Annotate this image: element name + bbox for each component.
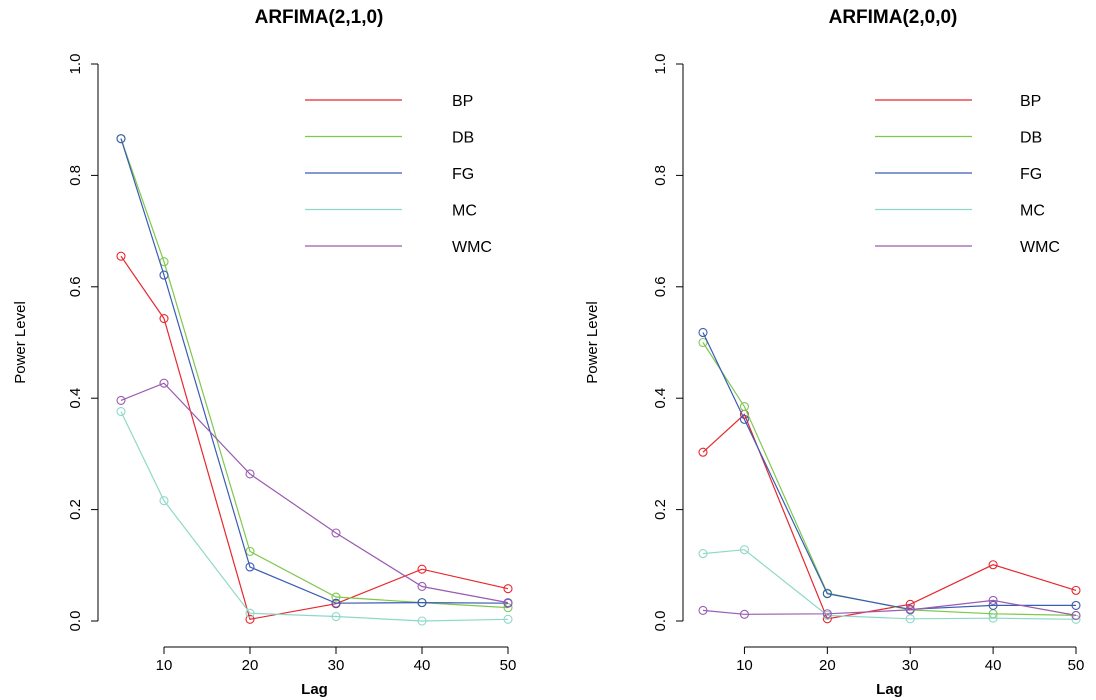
series-line-wmc	[702, 599, 1077, 616]
y-axis-label: Power Level	[584, 301, 601, 384]
data-point-mc	[988, 613, 998, 623]
data-point-fg	[739, 414, 749, 424]
x-tick-label: 50	[1068, 657, 1085, 674]
data-point-wmc	[1071, 610, 1081, 620]
panel-arfima-200: ARFIMA(2,0,0) 0.0 0.2 0.4 0.6 0.8 1.0 10 20 30 40 5…	[584, 7, 1084, 698]
data-point-bp	[698, 447, 708, 457]
data-point-wmc	[905, 605, 915, 615]
y-tick-label: 0.6	[652, 276, 669, 297]
data-point-bp	[905, 599, 915, 609]
series-line-bp	[120, 255, 509, 620]
legend-label-db: DB	[452, 130, 474, 147]
y-tick-label: 0.6	[67, 276, 84, 297]
data-point-fg	[159, 270, 169, 280]
data-point-wmc	[159, 378, 169, 388]
data-point-wmc	[822, 609, 832, 619]
data-point-fg	[1071, 600, 1081, 610]
data-point-fg	[988, 600, 998, 610]
y-tick-label: 0.4	[652, 388, 669, 409]
data-point-wmc	[331, 528, 341, 538]
series-line-fg	[120, 138, 509, 604]
x-tick-label: 10	[736, 657, 753, 674]
data-point-db	[331, 592, 341, 602]
data-point-bp	[245, 614, 255, 624]
legend-label-fg: FG	[452, 166, 474, 183]
y-tick-label: 1.0	[652, 54, 669, 75]
series-line-db	[120, 138, 509, 609]
data-point-wmc	[116, 395, 126, 405]
data-point-fg	[116, 134, 126, 144]
data-point-fg	[822, 589, 832, 599]
data-point-wmc	[739, 609, 749, 619]
data-point-fg	[245, 562, 255, 572]
data-point-db	[698, 337, 708, 348]
data-point-mc	[905, 614, 915, 624]
series-line-db	[702, 342, 1077, 616]
data-point-mc	[116, 407, 126, 417]
data-point-bp	[159, 313, 169, 324]
legend-label-wmc: WMC	[452, 239, 492, 256]
legend-label-mc: MC	[452, 203, 477, 220]
x-tick-label: 20	[242, 657, 259, 674]
data-point-mc	[331, 611, 341, 622]
y-tick-label: 0.2	[652, 499, 669, 520]
legend-label-wmc: WMC	[1020, 239, 1060, 256]
x-tick-label: 30	[328, 657, 345, 674]
legend-label-bp: BP	[1020, 93, 1041, 110]
data-point-mc	[245, 608, 255, 618]
y-axis-label: Power Level	[12, 301, 29, 384]
legend-label-bp: BP	[452, 93, 473, 110]
data-point-wmc	[988, 595, 998, 605]
data-point-fg	[331, 598, 341, 608]
y-tick-label: 0.8	[67, 165, 84, 186]
series-line-mc	[702, 549, 1077, 620]
series-line-fg	[702, 332, 1076, 610]
data-point-bp	[417, 564, 427, 574]
legend-label-db: DB	[1020, 130, 1042, 147]
x-tick-label: 50	[500, 657, 517, 674]
y-tick-label: 0.4	[67, 388, 84, 409]
y-tick-label: 0.0	[652, 611, 669, 632]
y-tick-label: 0.2	[67, 499, 84, 520]
data-point-fg	[698, 327, 708, 338]
x-axis-label: Lag	[301, 681, 328, 698]
panel-arfima-210: ARFIMA(2,1,0) 0.0 0.2 0.4 0.6 0.8 1.0 10 20 30 40 5…	[12, 7, 516, 698]
chart-title: ARFIMA(2,0,0)	[829, 7, 958, 28]
data-point-mc	[739, 545, 749, 555]
data-point-bp	[988, 560, 998, 570]
series-line-wmc	[120, 382, 509, 604]
data-point-bp	[503, 584, 513, 594]
x-tick-label: 40	[414, 657, 431, 674]
y-tick-label: 1.0	[67, 54, 84, 75]
legend-label-fg: FG	[1020, 166, 1042, 183]
data-point-db	[503, 603, 513, 613]
data-point-mc	[698, 549, 708, 559]
data-point-wmc	[417, 581, 427, 592]
series-line-bp	[702, 413, 1077, 620]
x-tick-label: 10	[156, 657, 173, 674]
x-tick-label: 20	[819, 657, 836, 674]
y-tick-label: 0.8	[652, 165, 669, 186]
data-point-bp	[116, 251, 126, 261]
legend-label-mc: MC	[1020, 203, 1045, 220]
x-tick-label: 40	[985, 657, 1002, 674]
data-point-wmc	[698, 605, 708, 615]
data-point-bp	[1071, 585, 1081, 595]
series-line-mc	[120, 411, 509, 622]
y-tick-label: 0.0	[67, 611, 84, 632]
data-point-wmc	[245, 469, 255, 479]
data-point-mc	[503, 614, 513, 624]
x-axis-label: Lag	[876, 681, 903, 698]
data-point-mc	[417, 616, 427, 626]
data-point-db	[739, 402, 749, 412]
data-point-wmc	[503, 598, 513, 608]
data-point-fg	[417, 598, 427, 608]
chart-title: ARFIMA(2,1,0)	[255, 7, 384, 28]
x-tick-label: 30	[902, 657, 919, 674]
data-point-mc	[159, 496, 169, 506]
